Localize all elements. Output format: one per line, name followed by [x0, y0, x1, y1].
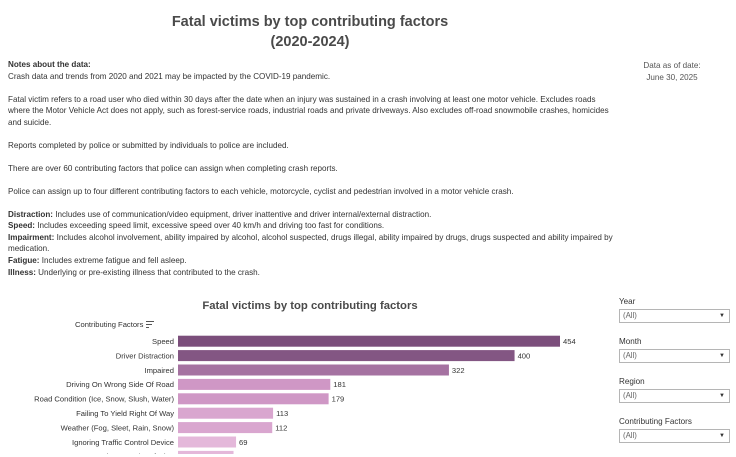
filter-month: Month (All) ▼ [619, 337, 730, 363]
chart-title: Fatal victims by top contributing factor… [202, 300, 418, 312]
contributing-factors-select[interactable]: (All) ▼ [619, 429, 730, 443]
filter-year: Year (All) ▼ [619, 297, 730, 323]
select-value: (All) [623, 311, 637, 320]
category-label: Ignoring Traffic Control Device [72, 438, 174, 447]
dropdown-arrow-icon: ▼ [719, 393, 725, 399]
category-label: Failing To Yield Right Of Way [76, 409, 174, 418]
definition-impairment: Impairment: Includes alcohol involvement… [8, 232, 618, 255]
bar-value-label: 181 [333, 380, 346, 389]
definition-text: Underlying or pre-existing illness that … [35, 267, 260, 277]
category-label: Speed [152, 337, 174, 346]
filter-label: Contributing Factors [619, 417, 692, 426]
definition-speed: Speed: Includes exceeding speed limit, e… [8, 220, 618, 232]
bar[interactable] [178, 407, 274, 419]
bar[interactable] [178, 335, 560, 347]
dropdown-arrow-icon: ▼ [719, 433, 725, 439]
notes-four-factors: Police can assign up to four different c… [8, 186, 514, 196]
category-label: Driving On Wrong Side Of Road [66, 380, 174, 389]
axis-header-label: Contributing Factors [75, 320, 144, 329]
data-as-of: Data as of date: June 30, 2025 [620, 60, 724, 84]
bar[interactable] [178, 350, 515, 362]
bar-chart: Speed 454 Driver Distraction 400 Impaired 322… [34, 335, 576, 454]
definition-term: Illness: [8, 267, 36, 277]
bar-value-label: 112 [275, 423, 287, 432]
filter-label: Year [619, 297, 636, 306]
bar-value-label: 454 [563, 337, 576, 346]
bar[interactable] [178, 436, 237, 448]
year-select[interactable]: (All) ▼ [619, 309, 730, 323]
notes-section: Notes about the data: Crash data and tre… [8, 59, 618, 278]
definition-text: Includes extreme fatigue and fell asleep… [39, 256, 187, 266]
notes-reports: Reports completed by police or submitted… [8, 140, 289, 150]
bar[interactable] [178, 393, 329, 405]
data-as-of-date: June 30, 2025 [646, 73, 698, 82]
page-title-line2: (2020-2024) [270, 34, 350, 50]
category-label: Weather (Fog, Sleet, Rain, Snow) [61, 423, 175, 432]
region-select[interactable]: (All) ▼ [619, 389, 730, 403]
definition-distraction: Distraction: Includes use of communicati… [8, 209, 618, 221]
definition-text: Includes alcohol involvement, ability im… [8, 232, 613, 254]
page-title: Fatal victims by top contributing factor… [0, 12, 620, 52]
definition-text: Includes use of communication/video equi… [52, 209, 432, 219]
dropdown-arrow-icon: ▼ [719, 353, 725, 359]
bar[interactable] [178, 364, 449, 376]
filter-region: Region (All) ▼ [619, 377, 730, 403]
filter-contributing-factors: Contributing Factors (All) ▼ [619, 417, 730, 443]
definition-term: Distraction: [8, 209, 53, 219]
definition-illness: Illness: Underlying or pre-existing illn… [8, 267, 618, 279]
category-label: Driver Distraction [116, 351, 174, 360]
month-select[interactable]: (All) ▼ [619, 349, 730, 363]
dropdown-arrow-icon: ▼ [719, 313, 725, 319]
bar[interactable] [178, 450, 234, 454]
bar[interactable] [178, 378, 331, 390]
select-value: (All) [623, 431, 637, 440]
bar-value-label: 400 [518, 351, 531, 360]
category-label: Road Condition (Ice, Snow, Slush, Water) [34, 395, 174, 404]
bar-value-label: 113 [276, 409, 288, 418]
select-value: (All) [623, 351, 637, 360]
bar-value-label: 66 [237, 452, 245, 454]
contributing-factors-header[interactable]: Contributing Factors [75, 320, 155, 329]
definition-term: Speed: [8, 221, 35, 231]
filters-panel: Year (All) ▼ Month (All) ▼ Region (All) ▼ C… [619, 297, 730, 457]
sort-descending-icon[interactable] [146, 321, 155, 329]
notes-victim-definition: Fatal victim refers to a road user who d… [8, 94, 609, 127]
definition-term: Fatigue: [8, 256, 40, 266]
category-label: Impaired [144, 366, 174, 375]
filter-label: Region [619, 377, 645, 386]
definition-text: Includes exceeding speed limit, excessiv… [35, 221, 385, 231]
notes-definitions: Distraction: Includes use of communicati… [8, 209, 618, 279]
bar[interactable] [178, 422, 273, 434]
select-value: (All) [623, 391, 637, 400]
notes-over-60-factors: There are over 60 contributing factors t… [8, 163, 338, 173]
definition-fatigue: Fatigue: Includes extreme fatigue and fe… [8, 255, 618, 267]
bar-value-label: 179 [332, 395, 345, 404]
page-title-line1: Fatal victims by top contributing factor… [171, 14, 449, 30]
category-label: Driver Error/Confusion [98, 452, 174, 454]
data-as-of-label: Data as of date: [643, 61, 701, 70]
notes-covid: Crash data and trends from 2020 and 2021… [8, 71, 331, 81]
bar-value-label: 69 [239, 438, 247, 447]
bar-value-label: 322 [452, 366, 465, 375]
definition-term: Impairment: [8, 232, 55, 242]
filter-label: Month [619, 337, 642, 346]
notes-heading: Notes about the data: [8, 60, 91, 69]
